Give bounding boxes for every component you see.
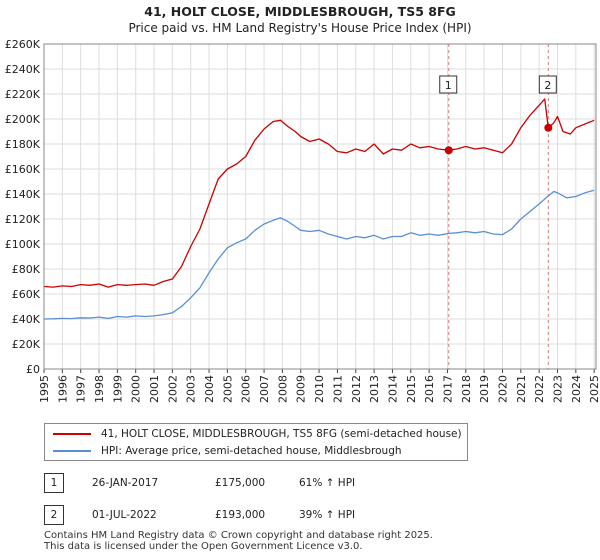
x-tick-label: 2015 xyxy=(405,375,418,403)
transaction-row: 2 01-JUL-2022 £193,000 39% ↑ HPI xyxy=(44,505,564,525)
y-tick-label: £140K xyxy=(5,188,41,201)
x-tick-label: 2016 xyxy=(423,375,436,403)
y-tick-label: £160K xyxy=(5,163,41,176)
x-tick-label: 2012 xyxy=(350,375,363,403)
x-tick-label: 1997 xyxy=(75,375,88,403)
chart-title: 41, HOLT CLOSE, MIDDLESBROUGH, TS5 8FG xyxy=(144,4,456,19)
x-tick-label: 2025 xyxy=(588,375,600,403)
legend-swatch-hpi xyxy=(53,450,91,452)
transaction-price: £193,000 xyxy=(215,509,266,521)
x-tick-label: 2014 xyxy=(386,375,399,403)
transaction-badge: 2 xyxy=(44,505,64,525)
x-tick-label: 2005 xyxy=(221,375,234,403)
x-tick-label: 2022 xyxy=(533,375,546,403)
y-tick-label: £0 xyxy=(26,363,40,376)
plot-area xyxy=(44,44,596,369)
sale-marker xyxy=(444,146,453,155)
transaction-hpi: 39% ↑ HPI xyxy=(299,509,356,521)
y-tick-label: £20K xyxy=(12,338,41,351)
legend-swatch-property xyxy=(53,433,91,435)
sale-marker xyxy=(544,123,553,132)
x-tick-label: 2004 xyxy=(203,375,216,403)
x-tick-label: 1999 xyxy=(111,375,124,403)
x-tick-label: 2017 xyxy=(441,375,454,403)
y-tick-label: £40K xyxy=(12,313,41,326)
y-tick-label: £120K xyxy=(5,213,41,226)
y-tick-label: £100K xyxy=(5,238,41,251)
series-line-hpi xyxy=(43,189,595,320)
x-tick-label: 2009 xyxy=(295,375,308,403)
sale-number-box xyxy=(439,75,458,94)
x-tick-label: 2006 xyxy=(240,375,253,403)
y-tick-label: £80K xyxy=(12,263,41,276)
x-tick-label: 2021 xyxy=(515,375,528,403)
transaction-hpi: 61% ↑ HPI xyxy=(299,477,356,489)
sale-number-box xyxy=(538,75,557,94)
x-tick-label: 2003 xyxy=(185,375,198,403)
x-tick-label: 2002 xyxy=(166,375,179,403)
y-tick-label: £60K xyxy=(12,288,41,301)
series-line-property xyxy=(43,98,595,288)
x-tick-label: 2013 xyxy=(368,375,381,403)
axes: £0 £20K £40K £60K £80K £100K £120K £140K £160K £1… xyxy=(5,38,600,403)
x-tick-label: 2024 xyxy=(570,375,583,403)
x-tick-label: 2018 xyxy=(460,375,473,403)
transaction-price: £175,000 xyxy=(215,477,266,489)
legend-label-hpi: HPI: Average price, semi-detached house,… xyxy=(101,445,402,457)
transaction-row: 1 26-JAN-2017 £175,000 61% ↑ HPI xyxy=(44,473,564,493)
y-tick-label: £200K xyxy=(5,113,41,126)
transaction-date: 01-JUL-2022 xyxy=(92,509,157,521)
footer-line-licence: This data is licensed under the Open Gov… xyxy=(44,541,363,552)
x-tick-label: 2020 xyxy=(496,375,509,403)
x-tick-label: 2023 xyxy=(551,375,564,403)
transaction-date: 26-JAN-2017 xyxy=(92,477,159,489)
x-tick-label: 2019 xyxy=(478,375,491,403)
footer: Contains HM Land Registry data © Crown c… xyxy=(44,530,433,552)
sale-vertical-lines xyxy=(448,44,549,369)
y-tick-label: £180K xyxy=(5,138,41,151)
sale-number-label: 1 xyxy=(445,79,452,92)
sale-number-label: 2 xyxy=(544,79,551,92)
chart-legend: 41, HOLT CLOSE, MIDDLESBROUGH, TS5 8FG (… xyxy=(44,423,468,461)
x-tick-label: 2010 xyxy=(313,375,326,403)
y-tick-label: £260K xyxy=(5,38,41,51)
x-tick-label: 1998 xyxy=(93,375,106,403)
x-tick-label: 1996 xyxy=(56,375,69,403)
x-tick-label: 2007 xyxy=(258,375,271,403)
footer-line-copyright: Contains HM Land Registry data © Crown c… xyxy=(44,530,433,541)
x-tick-label: 2000 xyxy=(130,375,143,403)
x-tick-label: 2011 xyxy=(331,375,344,403)
y-tick-label: £220K xyxy=(5,88,41,101)
y-tick-label: £240K xyxy=(5,63,41,76)
plot-frame xyxy=(43,43,597,370)
legend-label-property: 41, HOLT CLOSE, MIDDLESBROUGH, TS5 8FG (… xyxy=(101,428,462,440)
transaction-badge: 1 xyxy=(44,473,64,493)
chart-subtitle: Price paid vs. HM Land Registry's House … xyxy=(128,21,472,35)
x-tick-label: 2008 xyxy=(276,375,289,403)
x-tick-label: 2001 xyxy=(148,375,161,403)
series-lines xyxy=(43,98,595,320)
x-tick-label: 1995 xyxy=(38,375,51,403)
price-chart: £0 £20K £40K £60K £80K £100K £120K £140K £160K £1… xyxy=(5,38,600,403)
grid xyxy=(43,43,596,370)
